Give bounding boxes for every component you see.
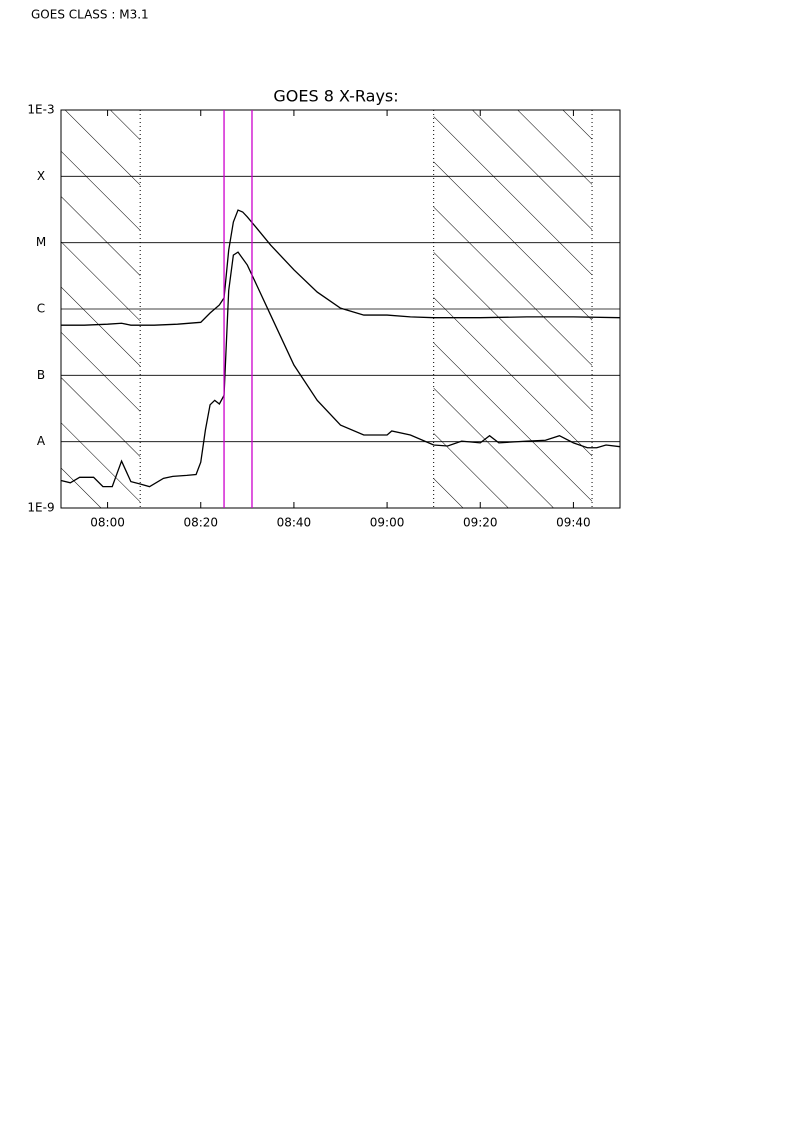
x-tick-label: 09:20 xyxy=(463,516,498,530)
flux-line xyxy=(60,251,621,488)
y-tick-label: X xyxy=(37,169,45,183)
x-tick-label: 08:00 xyxy=(90,516,125,530)
y-tick-label: A xyxy=(37,434,46,448)
x-tick-label: 08:40 xyxy=(277,516,312,530)
y-tick-label: M xyxy=(36,235,46,249)
y-tick-label: B xyxy=(37,368,45,382)
y-tick-label: C xyxy=(37,302,45,316)
x-tick-label: 09:40 xyxy=(556,516,591,530)
y-tick-label: 1E-3 xyxy=(27,103,54,117)
x-tick-label: 09:00 xyxy=(370,516,405,530)
y-tick-label: 1E-9 xyxy=(27,501,54,515)
chart-title: GOES 8 X-Rays: xyxy=(273,87,398,106)
plot-frame xyxy=(60,109,621,509)
flux-line xyxy=(61,209,621,326)
goes-class: GOES CLASS : M3.1 xyxy=(31,8,149,22)
x-tick-label: 08:20 xyxy=(183,516,218,530)
